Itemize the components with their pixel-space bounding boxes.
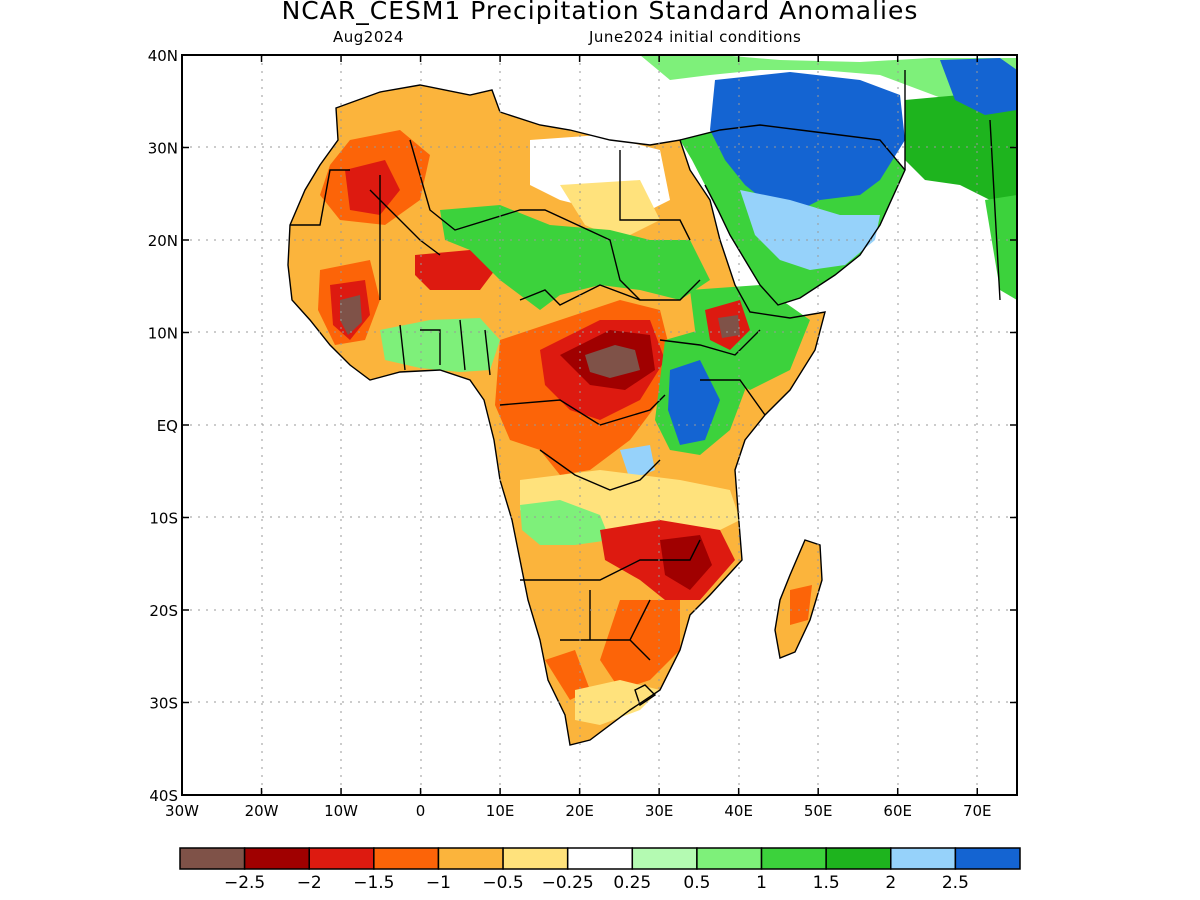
lat-tick-label: 20S: [149, 602, 178, 620]
lon-tick-label: 30E: [645, 802, 674, 820]
colorbar-swatch: [890, 847, 957, 870]
colorbar-label: −1: [426, 873, 451, 893]
colorbar-label: −0.5: [482, 873, 523, 893]
lon-tick-label: 20E: [565, 802, 594, 820]
arabia-moderate-wet: [740, 190, 880, 270]
lon-tick-label: 40E: [724, 802, 753, 820]
lon-tick-label: 70E: [963, 802, 992, 820]
central-asia-wet: [940, 58, 1017, 115]
lat-tick-label: 30S: [149, 695, 178, 713]
cape-orange: [545, 650, 590, 700]
india-green: [985, 195, 1017, 300]
lat-tick-label: 30N: [148, 140, 178, 158]
sahel-red: [415, 250, 495, 290]
sahel-green: [440, 205, 710, 310]
colorbar-swatch: [308, 847, 375, 870]
colorbar-swatch: [179, 847, 246, 870]
east-africa-blue: [668, 360, 720, 445]
north-coast-green: [640, 55, 1017, 130]
colorbar-swatch: [437, 847, 504, 870]
map-plot-area: [182, 55, 1017, 795]
lat-tick-label: 20N: [148, 232, 178, 250]
colorbar-label: 0.25: [613, 873, 651, 893]
west-africa-brown: [340, 295, 362, 335]
colorbar-swatch: [760, 847, 827, 870]
angola-green: [520, 500, 610, 545]
madagascar-orange: [790, 585, 812, 625]
colorbar-swatch: [373, 847, 440, 870]
colorbar-swatch: [696, 847, 763, 870]
arabia-wet-anomaly: [710, 72, 905, 215]
colorbar-swatch: [631, 847, 698, 870]
sahara-yellow: [560, 180, 660, 240]
colorbar-label: 1: [756, 873, 767, 893]
colorbar-swatch: [954, 847, 1021, 870]
congo-light-blue: [620, 445, 655, 480]
lat-tick-label: 10N: [148, 325, 178, 343]
colorbar-label: −0.25: [542, 873, 594, 893]
colorbar-label: −2: [297, 873, 322, 893]
central-asia-green: [905, 95, 1017, 220]
colorbar-swatch: [502, 847, 569, 870]
lat-tick-label: 40N: [148, 47, 178, 65]
colorbar-swatch: [243, 847, 310, 870]
country-borders: [287, 70, 1001, 746]
colorbar-label: 0.5: [683, 873, 710, 893]
initial-conditions-label: June2024 initial conditions: [589, 28, 802, 46]
colorbar-label: 2.5: [942, 873, 969, 893]
mozambique-darkred: [660, 535, 712, 590]
colorbar-swatch: [825, 847, 892, 870]
colorbar-swatch: [566, 847, 634, 870]
lat-tick-label: EQ: [157, 417, 178, 435]
lon-tick-label: 50E: [804, 802, 833, 820]
graticule: [182, 55, 1017, 795]
nw-africa-red: [345, 160, 400, 215]
south-africa-orange: [600, 600, 680, 690]
central-africa-brown: [585, 345, 640, 378]
lon-tick-label: 10E: [486, 802, 515, 820]
lon-tick-label: 20W: [245, 802, 279, 820]
colorbar-label: −1.5: [353, 873, 394, 893]
lon-tick-label: 60E: [883, 802, 912, 820]
colorbar-label: 2: [885, 873, 896, 893]
lon-tick-label: 30W: [165, 802, 199, 820]
colorbar-label: 1.5: [813, 873, 840, 893]
colorbar-label: −2.5: [224, 873, 265, 893]
lat-tick-label: 40S: [149, 787, 178, 805]
map-axes: 30W 20W 10W 0 10E 20E 30E 40E 50E 60E 70E 40N 30N 20N…: [148, 47, 1017, 820]
lon-tick-label: 10W: [324, 802, 358, 820]
map-title: NCAR_CESM1 Precipitation Standard Anomal…: [281, 0, 919, 25]
lon-tick-label: 0: [416, 802, 426, 820]
lat-tick-label: 10S: [149, 510, 178, 528]
colorbar: −2.5 −2 −1.5 −1 −0.5 −0.25 0.25 0.5 1 1.5 2 2.5: [179, 847, 1021, 893]
forecast-month: Aug2024: [333, 28, 404, 46]
south-coast-yellow: [575, 680, 660, 725]
